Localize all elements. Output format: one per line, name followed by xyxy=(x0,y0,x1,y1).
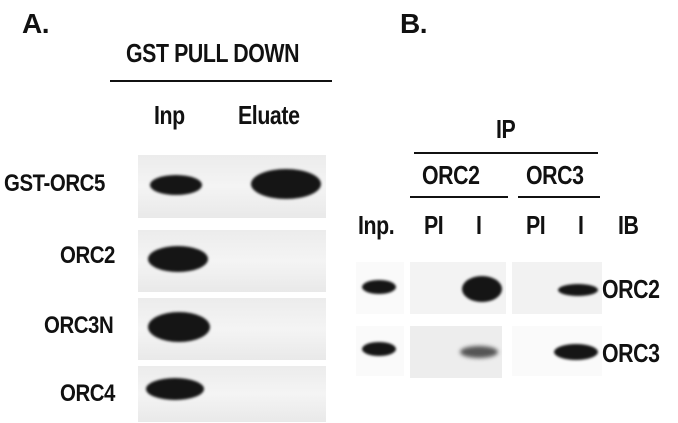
row-label-orc2: ORC2 xyxy=(60,242,115,269)
group-orc2: ORC2 xyxy=(422,160,480,190)
col-inp-b: Inp. xyxy=(358,210,395,240)
ip-rule xyxy=(414,152,598,154)
panel-a-label: A. xyxy=(22,8,50,39)
band xyxy=(148,312,210,342)
band xyxy=(146,378,204,400)
ip-label: IP xyxy=(496,114,516,144)
col-inp: Inp xyxy=(154,100,185,130)
row-label-orc3n: ORC3N xyxy=(44,312,114,339)
ip-blot-orc3-ip2 xyxy=(512,326,602,376)
panel-b-label: B. xyxy=(400,8,428,39)
col-pi-1: PI xyxy=(424,210,444,240)
col-ib: IB xyxy=(618,210,639,240)
ip-blot-orc3-ip1 xyxy=(410,326,502,378)
band xyxy=(251,169,321,199)
blot-orc2 xyxy=(138,230,326,292)
col-i-2: I xyxy=(578,210,584,240)
blot-orc3n xyxy=(138,298,326,360)
row-label-gst-orc5: GST-ORC5 xyxy=(4,170,105,197)
pulldown-header: GST PULL DOWN xyxy=(126,38,300,68)
col-pi-2: PI xyxy=(526,210,546,240)
band xyxy=(462,276,502,302)
band xyxy=(554,344,598,360)
group-orc3: ORC3 xyxy=(526,160,584,190)
ib-label-orc3: ORC3 xyxy=(602,338,660,368)
band xyxy=(362,342,396,356)
band xyxy=(558,284,598,296)
ip-blot-orc2-inp xyxy=(356,262,404,314)
group-orc3-rule xyxy=(518,196,600,198)
pulldown-rule xyxy=(110,80,332,82)
ib-label-orc2: ORC2 xyxy=(602,274,660,304)
ip-blot-orc3-inp xyxy=(356,326,404,376)
blot-orc4 xyxy=(138,366,326,422)
band xyxy=(150,175,202,195)
col-eluate: Eluate xyxy=(238,100,300,130)
band xyxy=(362,280,396,294)
row-label-orc4: ORC4 xyxy=(60,380,115,407)
band xyxy=(148,246,208,272)
ip-blot-orc2-ip2 xyxy=(512,262,602,314)
ip-blot-orc2-ip1 xyxy=(410,262,506,314)
group-orc2-rule xyxy=(410,196,508,198)
col-i-1: I xyxy=(476,210,482,240)
band xyxy=(460,346,498,358)
blot-gst-orc5 xyxy=(138,155,326,218)
